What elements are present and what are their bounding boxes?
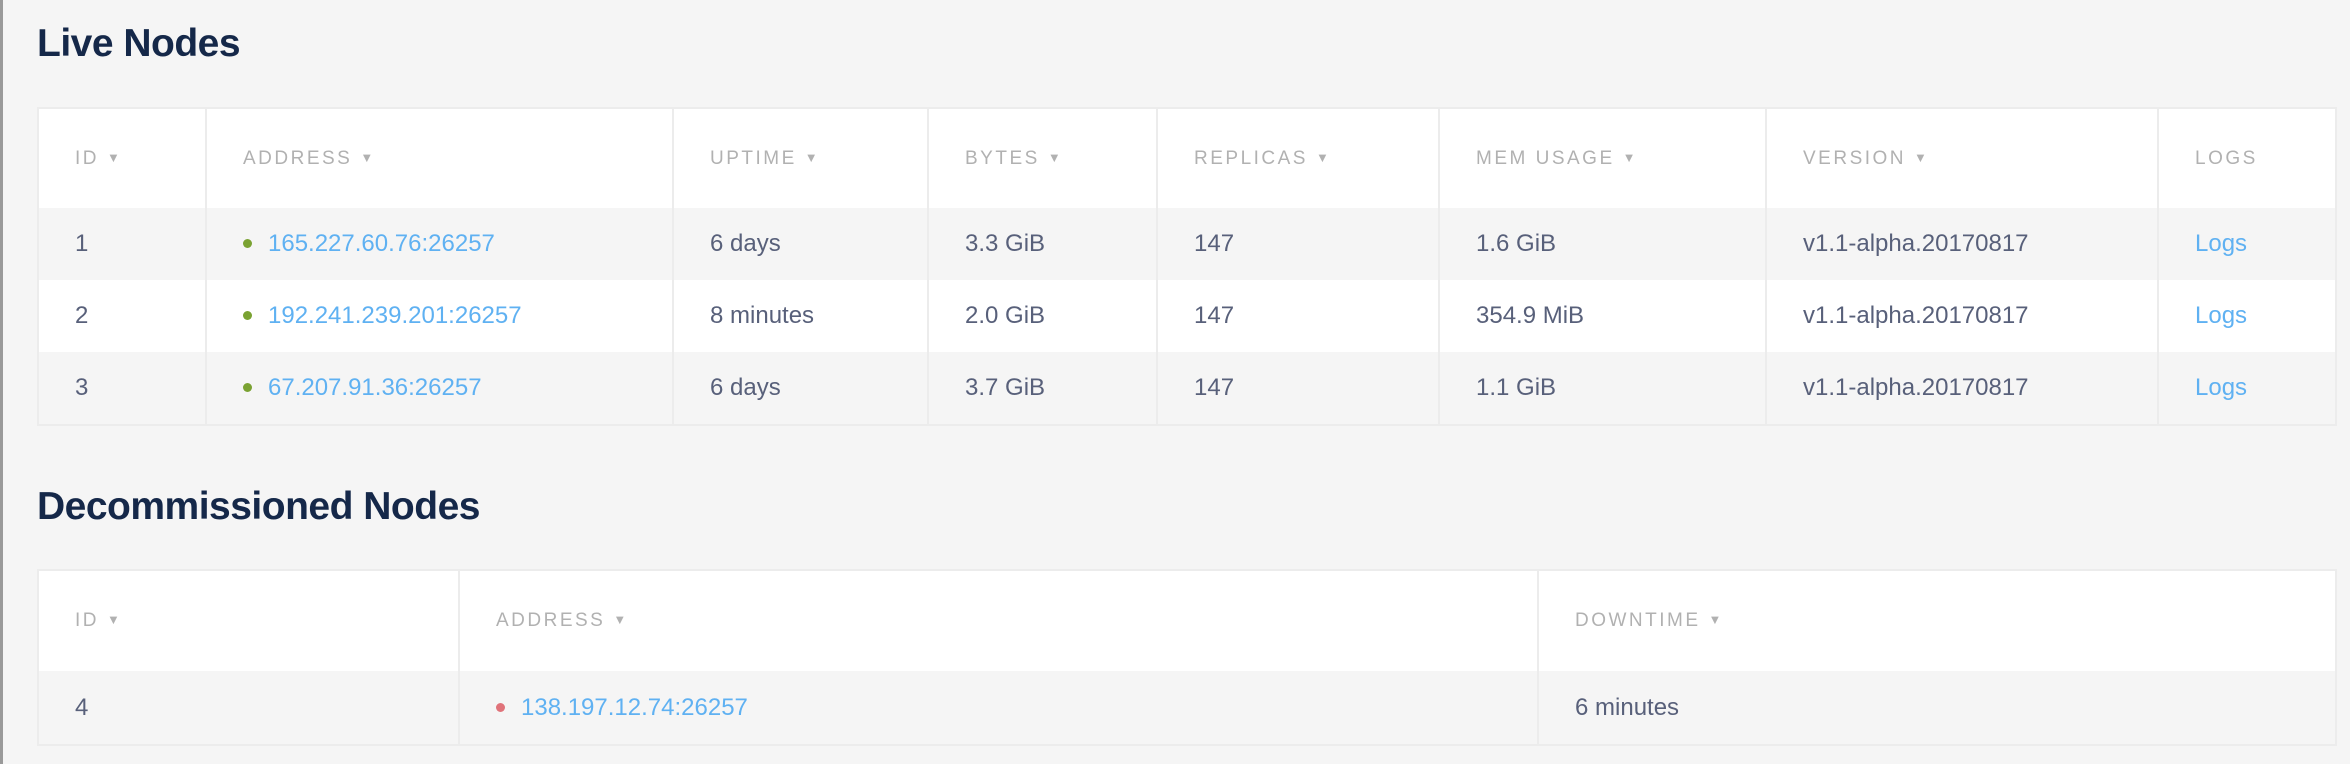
mem-usage-cell-value: 1.6 GiB: [1476, 230, 1557, 257]
uptime-cell: 8 minutes: [673, 280, 929, 352]
uptime-cell: 6 days: [673, 208, 929, 280]
sort-caret-icon: ▼: [1622, 149, 1636, 165]
column-header-downtime[interactable]: DOWNTIME ▼: [1538, 570, 2336, 671]
logs-cell: Logs: [2158, 352, 2336, 425]
uptime-cell: 6 days: [673, 352, 929, 425]
column-header-logs: LOGS: [2158, 108, 2336, 208]
bytes-cell: 3.3 GiB: [928, 208, 1158, 280]
id-cell: 4: [38, 671, 460, 745]
uptime-cell-value: 8 minutes: [710, 302, 815, 329]
downtime-cell: 6 minutes: [1538, 671, 2336, 745]
uptime-cell-value: 6 days: [710, 374, 781, 401]
column-header-label: ADDRESS: [243, 147, 353, 169]
uptime-cell-value: 6 days: [710, 230, 781, 257]
id-cell: 2: [38, 280, 207, 352]
column-header-id[interactable]: ID ▼: [38, 108, 207, 208]
bytes-cell-value: 3.3 GiB: [965, 230, 1046, 257]
mem-usage-cell: 354.9 MiB: [1439, 280, 1767, 352]
table-row: 3 67.207.91.36:26257 6 days 3.7 GiB 147 1.1 G…: [38, 352, 2336, 425]
column-header-address[interactable]: ADDRESS ▼: [206, 108, 674, 208]
replicas-cell-value: 147: [1194, 302, 1235, 329]
replicas-cell-value: 147: [1194, 230, 1235, 257]
sort-caret-icon: ▼: [1914, 149, 1927, 165]
version-cell-value: v1.1-alpha.20170817: [1803, 302, 2029, 329]
bytes-cell: 3.7 GiB: [928, 352, 1158, 425]
id-cell: 3: [38, 352, 207, 425]
bytes-cell-value: 2.0 GiB: [965, 302, 1046, 329]
column-header-label: ID: [75, 147, 99, 169]
table-row: 4 138.197.12.74:26257 6 minutes: [38, 671, 2336, 745]
id-cell-value: 2: [75, 302, 89, 329]
mem-usage-cell: 1.6 GiB: [1439, 208, 1767, 280]
version-cell: v1.1-alpha.20170817: [1766, 352, 2159, 425]
replicas-cell-value: 147: [1194, 374, 1235, 401]
bytes-cell-value: 3.7 GiB: [965, 374, 1046, 401]
address-cell: 192.241.239.201:26257: [206, 280, 674, 352]
sort-caret-icon: ▼: [1047, 149, 1061, 165]
id-cell-value: 4: [75, 693, 89, 721]
logs-link[interactable]: Logs: [2195, 230, 2248, 257]
logs-cell: Logs: [2158, 208, 2336, 280]
decommissioned-nodes-table: ID ▼ ADDRESS ▼ DOWNTIME ▼ 4 138.197.12.74:2625…: [37, 569, 2337, 746]
downtime-cell-value: 6 minutes: [1575, 693, 1680, 721]
sort-caret-icon: ▼: [360, 149, 374, 165]
column-header-label: UPTIME: [710, 147, 797, 169]
id-cell-value: 1: [75, 230, 89, 257]
sort-caret-icon: ▼: [107, 612, 120, 627]
column-header-label: ADDRESS: [496, 610, 606, 631]
mem-usage-cell: 1.1 GiB: [1439, 352, 1767, 425]
address-cell: 138.197.12.74:26257: [459, 671, 1539, 745]
bytes-cell: 2.0 GiB: [928, 280, 1158, 352]
table-row: 2 192.241.239.201:26257 8 minutes 2.0 GiB 14…: [38, 280, 2336, 352]
logs-link[interactable]: Logs: [2195, 302, 2248, 329]
sort-caret-icon: ▼: [1708, 612, 1722, 627]
column-header-id[interactable]: ID ▼: [38, 570, 460, 671]
replicas-cell: 147: [1157, 352, 1440, 425]
version-cell: v1.1-alpha.20170817: [1766, 280, 2159, 352]
node-address-link[interactable]: 192.241.239.201:26257: [268, 302, 522, 329]
column-header-bytes[interactable]: BYTES ▼: [928, 108, 1158, 208]
column-header-mem-usage[interactable]: MEM USAGE ▼: [1439, 108, 1767, 208]
sort-caret-icon: ▼: [804, 149, 818, 165]
node-address-link[interactable]: 165.227.60.76:26257: [268, 230, 495, 257]
column-header-uptime[interactable]: UPTIME ▼: [673, 108, 929, 208]
column-header-label: MEM USAGE: [1476, 147, 1615, 169]
address-cell: 67.207.91.36:26257: [206, 352, 674, 425]
column-header-replicas[interactable]: REPLICAS ▼: [1157, 108, 1440, 208]
column-header-label: REPLICAS: [1194, 147, 1308, 169]
id-cell-value: 3: [75, 374, 89, 401]
column-header-label: ID: [75, 610, 99, 631]
live-nodes-table: ID ▼ ADDRESS ▼ UPTIME ▼ BYTES ▼ REPLICAS ▼ MEM USA…: [37, 107, 2337, 426]
dead-status-dot-icon: [496, 702, 505, 712]
address-cell: 165.227.60.76:26257: [206, 208, 674, 280]
column-header-address[interactable]: ADDRESS ▼: [459, 570, 1539, 671]
id-cell: 1: [38, 208, 207, 280]
live-status-dot-icon: [243, 383, 252, 392]
decommissioned-nodes-title: Decommissioned Nodes: [37, 485, 480, 528]
column-header-label: VERSION: [1803, 147, 1907, 169]
column-header-label: BYTES: [965, 147, 1040, 169]
column-header-version[interactable]: VERSION ▼: [1766, 108, 2159, 208]
table-row: 1 165.227.60.76:26257 6 days 3.3 GiB 147 1.6 …: [38, 208, 2336, 280]
logs-cell: Logs: [2158, 280, 2336, 352]
live-nodes-title: Live Nodes: [37, 22, 241, 65]
replicas-cell: 147: [1157, 280, 1440, 352]
sort-caret-icon: ▼: [613, 612, 627, 627]
version-cell: v1.1-alpha.20170817: [1766, 208, 2159, 280]
live-status-dot-icon: [243, 311, 252, 320]
node-address-link[interactable]: 138.197.12.74:26257: [521, 693, 748, 721]
replicas-cell: 147: [1157, 208, 1440, 280]
mem-usage-cell-value: 1.1 GiB: [1476, 374, 1557, 401]
node-address-link[interactable]: 67.207.91.36:26257: [268, 374, 482, 401]
column-header-label: LOGS: [2195, 147, 2258, 169]
mem-usage-cell-value: 354.9 MiB: [1476, 302, 1585, 329]
live-status-dot-icon: [243, 239, 252, 248]
version-cell-value: v1.1-alpha.20170817: [1803, 374, 2029, 401]
sort-caret-icon: ▼: [1315, 149, 1329, 165]
logs-link[interactable]: Logs: [2195, 374, 2248, 401]
sort-caret-icon: ▼: [107, 149, 120, 165]
version-cell-value: v1.1-alpha.20170817: [1803, 230, 2029, 257]
column-header-label: DOWNTIME: [1575, 610, 1701, 631]
